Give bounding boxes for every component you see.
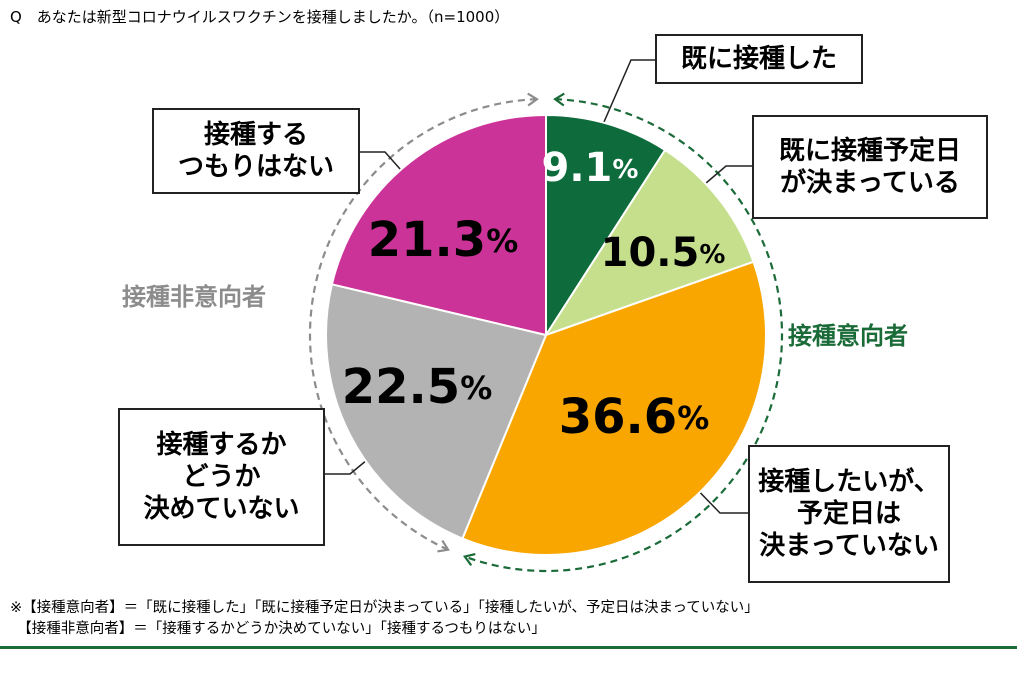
group-arc-end-arrow-1	[527, 92, 539, 107]
slice-value-label-3: 22.5%	[342, 359, 493, 415]
group-arc-0	[464, 98, 784, 573]
callout-want-not-scheduled: 接種したいが、 予定日は 決まっていない	[748, 445, 950, 583]
callout-already-vaccinated: 既に接種した	[655, 34, 863, 84]
group-label-non-intent: 接種非意向者	[122, 283, 266, 311]
bottom-rule	[0, 646, 1017, 649]
footnote-line-1: ※【接種意向者】＝「既に接種した」「既に接種予定日が決まっている」「接種したいが…	[10, 600, 759, 616]
group-arc-start-arrow-0	[553, 92, 565, 107]
group-arc-1	[308, 98, 537, 551]
slice-value-label-2: 36.6%	[559, 389, 710, 445]
leader-line-0	[596, 59, 655, 139]
slice-value-label-4: 21.3%	[368, 212, 519, 268]
pie-slice-3	[325, 283, 548, 540]
group-arc-end-arrow-0	[462, 552, 476, 566]
callout-undecided: 接種するか どうか 決めていない	[118, 408, 325, 546]
group-arc-start-arrow-1	[437, 539, 450, 553]
callout-date-scheduled: 既に接種予定日 が決まっている	[752, 115, 988, 219]
callout-no-intention: 接種する つもりはない	[152, 108, 360, 194]
pie-slice-0	[545, 113, 667, 339]
pie-chart: 9.1% 10.5% 36.6% 22.5% 21.3%	[308, 59, 784, 573]
slice-value-label-1: 10.5%	[601, 230, 726, 276]
pie-slice-4	[330, 113, 547, 337]
slice-value-label-0: 9.1%	[542, 145, 639, 191]
footnote-line-2: 【接種非意向者】＝「接種するかどうか決めていない」「接種するつもりはない」	[10, 621, 546, 637]
group-label-intent: 接種意向者	[788, 322, 908, 350]
pie-slice-1	[543, 148, 755, 337]
footnote: ※【接種意向者】＝「既に接種した」「既に接種予定日が決まっている」「接種したいが…	[10, 598, 759, 640]
pie-slice-2	[461, 260, 767, 556]
question-text: Q あなたは新型コロナウイルスワクチンを接種しましたか。（n=1000）	[10, 8, 510, 26]
